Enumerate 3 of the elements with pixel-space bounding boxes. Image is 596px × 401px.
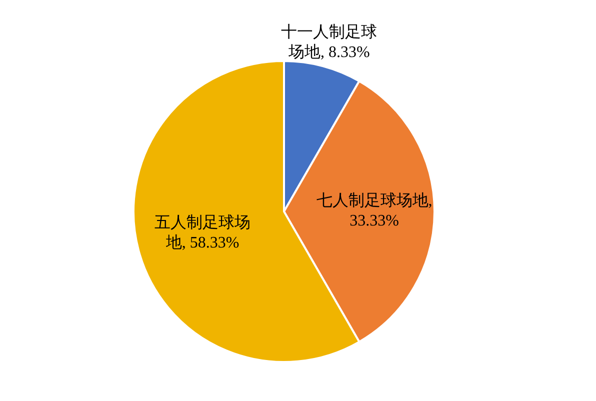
slice-label: 五人制足球场地, 58.33% [154,214,251,252]
slice-label: 七人制足球场地, 33.33% [316,192,432,230]
slice-label: 十一人制足球场地, 8.33% [281,23,378,62]
